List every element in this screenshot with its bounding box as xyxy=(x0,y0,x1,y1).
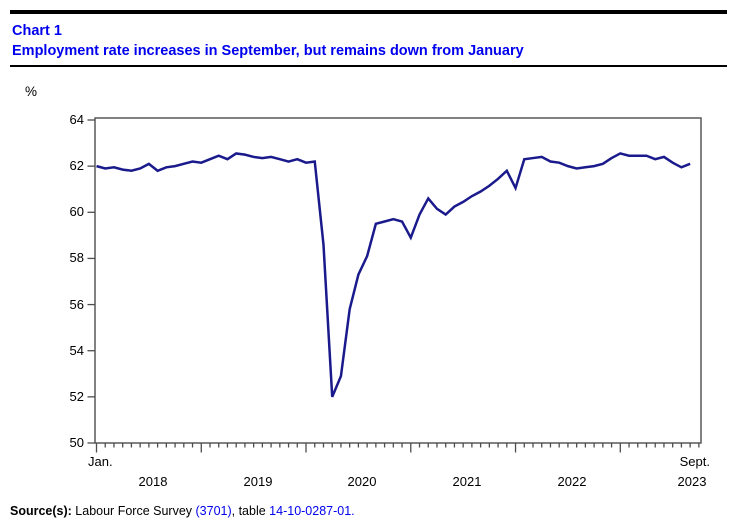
x-year-label: 2018 xyxy=(138,474,168,489)
y-tick-label: 58 xyxy=(69,250,84,265)
page-title: Employment rate increases in September, … xyxy=(12,43,524,59)
x-start-label: Jan. xyxy=(88,454,113,469)
x-year-label: 2021 xyxy=(452,474,482,489)
x-year-label: 2019 xyxy=(243,474,273,489)
y-tick-label: 56 xyxy=(69,297,84,312)
source-line: Source(s): Labour Force Survey (3701), t… xyxy=(10,504,355,518)
employment-rate-line xyxy=(96,152,691,398)
y-tick-label: 50 xyxy=(69,435,84,450)
x-end-label: Sept. xyxy=(679,454,710,469)
source-separator: , table xyxy=(231,504,270,518)
plot-border xyxy=(94,117,702,444)
chart-number: Chart 1 xyxy=(12,23,62,39)
top-divider xyxy=(10,10,727,14)
y-tick-label: 60 xyxy=(69,204,84,219)
source-survey-name: Labour Force Survey xyxy=(71,504,196,518)
y-axis-unit-label: % xyxy=(25,84,38,99)
y-tick-label: 52 xyxy=(69,389,84,404)
x-year-label: 2022 xyxy=(557,474,587,489)
y-axis-ticks xyxy=(87,119,95,444)
x-axis-ticks xyxy=(95,443,700,453)
source-prefix: Source(s): xyxy=(10,504,72,518)
x-year-label: 2023 xyxy=(677,474,707,489)
table-number-link[interactable]: 14-10-0287-01. xyxy=(269,504,355,518)
y-tick-label: 64 xyxy=(69,112,84,127)
title-divider xyxy=(10,65,727,67)
y-tick-label: 54 xyxy=(69,343,84,358)
y-tick-label: 62 xyxy=(69,158,84,173)
survey-number-link[interactable]: (3701) xyxy=(195,504,232,518)
x-year-label: 2020 xyxy=(347,474,377,489)
